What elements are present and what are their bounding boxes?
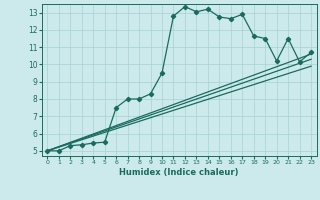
X-axis label: Humidex (Indice chaleur): Humidex (Indice chaleur) xyxy=(119,168,239,177)
